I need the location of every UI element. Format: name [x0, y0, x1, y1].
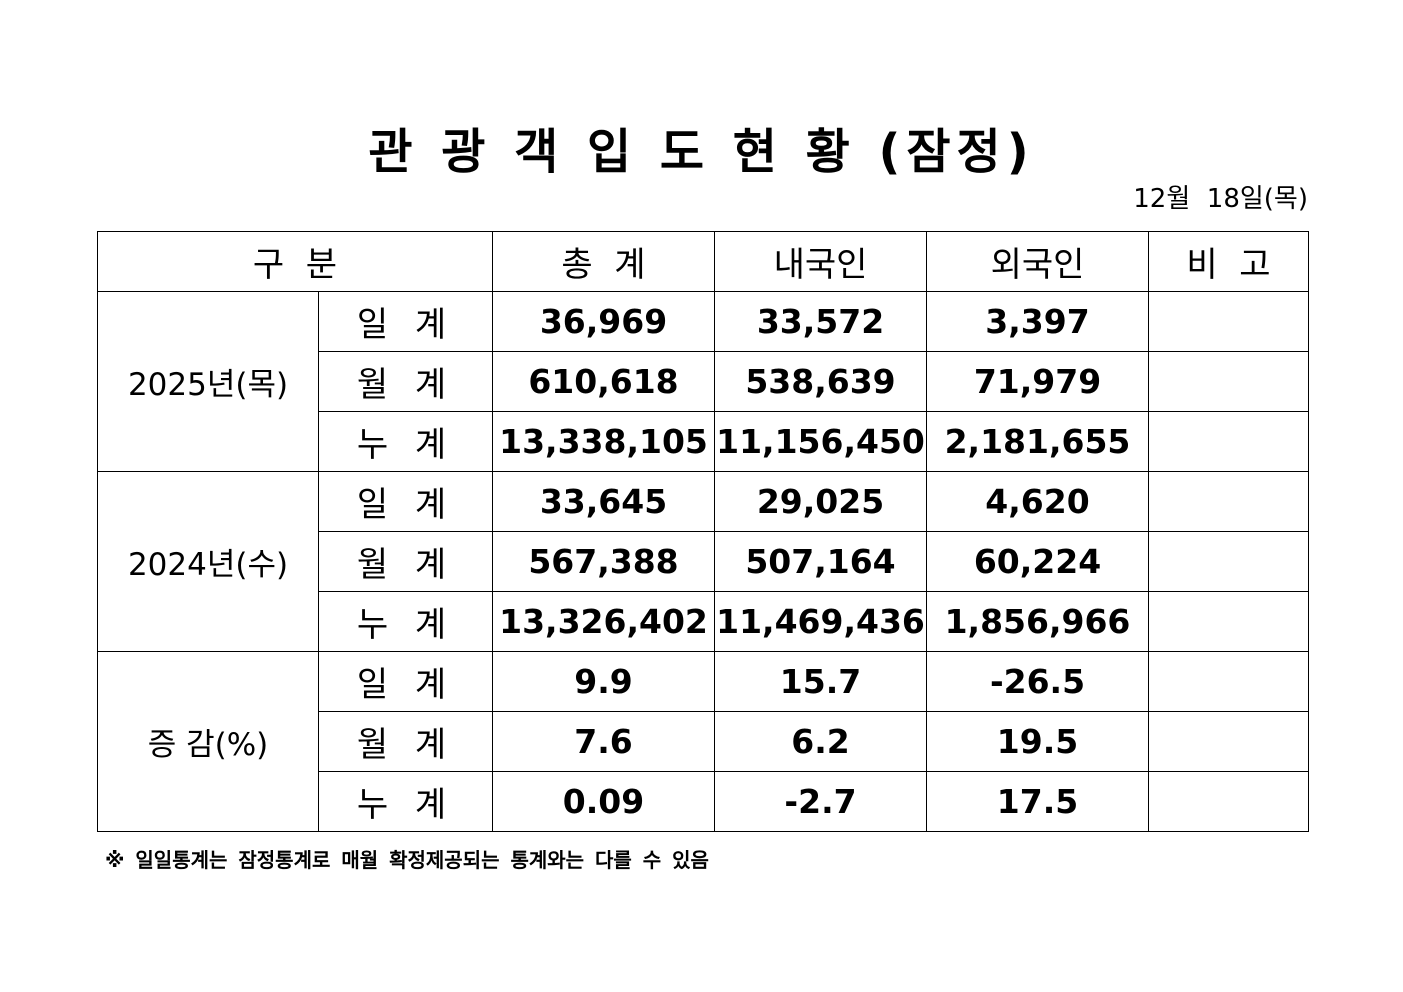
value-cell: 4,620 [926, 471, 1149, 532]
value-cell: 36,969 [492, 291, 715, 352]
header-cell: 내국인 [714, 231, 927, 292]
group-label: 2024년(수) [97, 471, 319, 652]
value-cell: 0.09 [492, 771, 715, 832]
value-cell: 13,326,402 [492, 591, 715, 652]
data-row: 누 계 13,338,105 11,156,450 2,181,655 [98, 411, 1309, 472]
value-cell: 15.7 [714, 651, 927, 712]
title: 관 광 객 입 도 현 황 (잠정) [368, 124, 1035, 180]
data-row: 월 계 567,388 507,164 60,224 [98, 531, 1309, 592]
value-cell: 29,025 [714, 471, 927, 532]
value-cell: 7.6 [492, 711, 715, 772]
value-cell: 3,397 [926, 291, 1149, 352]
row-label: 일 계 [318, 471, 493, 532]
data-row: 누 계 0.09 -2.7 17.5 [98, 771, 1309, 832]
value-cell: 11,469,436 [714, 591, 927, 652]
value-cell: 11,156,450 [714, 411, 927, 472]
value-cell: 71,979 [926, 351, 1149, 412]
data-row: 2025년(목) 일 계 36,969 33,572 3,397 [97, 291, 1309, 472]
data-row: 누 계 13,326,402 11,469,436 1,856,966 [98, 591, 1309, 652]
date: 12월 18일(목) [1133, 184, 1308, 214]
value-cell: 9.9 [492, 651, 715, 712]
row-label: 일 계 [318, 651, 493, 712]
value-cell: 19.5 [926, 711, 1149, 772]
value-cell: 1,856,966 [926, 591, 1149, 652]
value-cell: 567,388 [492, 531, 715, 592]
remark-cell [1148, 471, 1309, 532]
row-label: 월 계 [318, 531, 493, 592]
group-label: 2025년(목) [97, 291, 319, 472]
row-label: 일 계 [318, 291, 493, 352]
remark-cell [1148, 651, 1309, 712]
row-label: 누 계 [318, 591, 493, 652]
value-cell: -26.5 [926, 651, 1149, 712]
header-cell: 외국인 [926, 231, 1149, 292]
remark-cell [1148, 591, 1309, 652]
value-cell: 6.2 [714, 711, 927, 772]
group-label: 증 감(%) [97, 651, 319, 832]
value-cell: 610,618 [492, 351, 715, 412]
row-label: 누 계 [318, 771, 493, 832]
footnote: ※ 일일통계는 잠정통계로 매월 확정제공되는 통계와는 다를 수 있음 [105, 848, 709, 872]
remark-cell [1148, 771, 1309, 832]
value-cell: 13,338,105 [492, 411, 715, 472]
row-label: 누 계 [318, 411, 493, 472]
data-row: 증 감(%) 일 계 9.9 15.7 -26.5 [97, 651, 1309, 832]
remark-cell [1148, 531, 1309, 592]
header-cell: 총 계 [492, 231, 715, 292]
value-cell: 507,164 [714, 531, 927, 592]
value-cell: 2,181,655 [926, 411, 1149, 472]
remark-cell [1148, 291, 1309, 352]
remark-cell [1148, 711, 1309, 772]
value-cell: 17.5 [926, 771, 1149, 832]
data-row: 2024년(수) 일 계 33,645 29,025 4,620 [97, 471, 1309, 652]
value-cell: 60,224 [926, 531, 1149, 592]
value-cell: 33,645 [492, 471, 715, 532]
header-cell: 구 분 [97, 231, 493, 292]
value-cell: -2.7 [714, 771, 927, 832]
row-label: 월 계 [318, 351, 493, 412]
remark-cell [1148, 411, 1309, 472]
remark-cell [1148, 351, 1309, 412]
data-row: 월 계 7.6 6.2 19.5 [98, 711, 1309, 772]
row-label: 월 계 [318, 711, 493, 772]
header-cell: 비 고 [1148, 231, 1309, 292]
value-cell: 538,639 [714, 351, 927, 412]
value-cell: 33,572 [714, 291, 927, 352]
